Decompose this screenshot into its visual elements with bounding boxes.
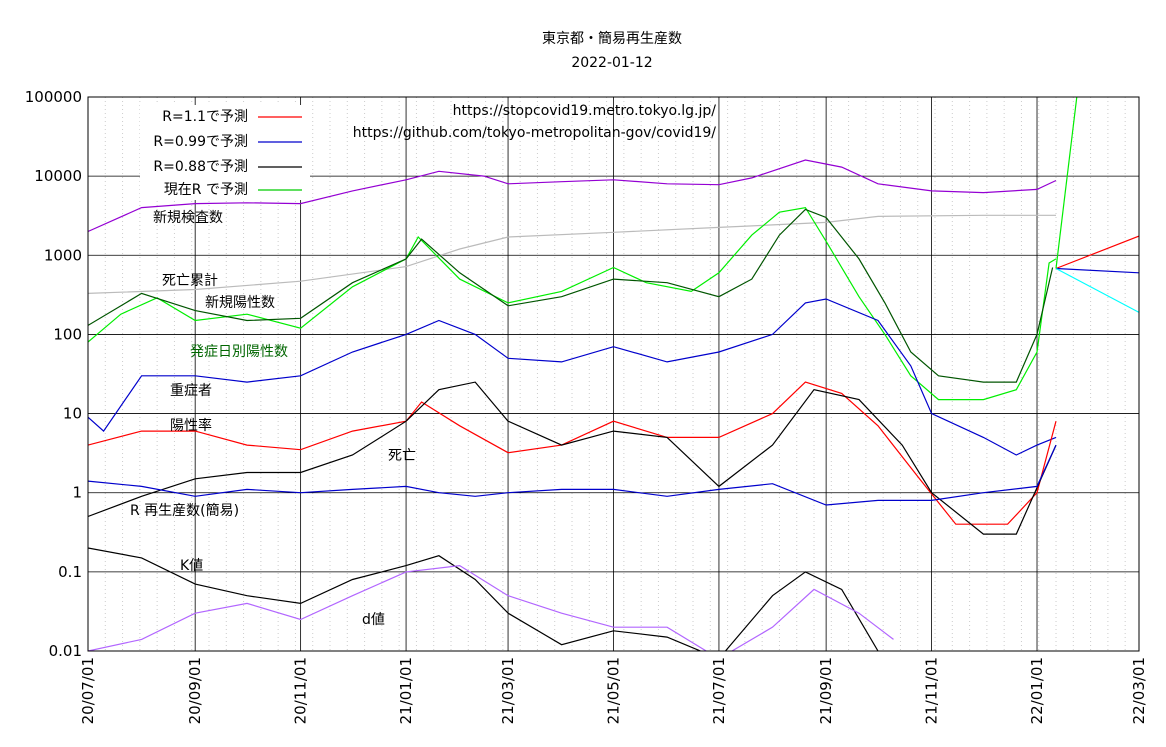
label-cum-deaths: 死亡累計 <box>162 273 218 289</box>
y-tick-label: 1 <box>72 484 82 502</box>
series-line-k <box>88 547 879 651</box>
label-tests: 新規検査数 <box>153 210 223 226</box>
series-annotations: 新規検査数 死亡累計 新規陽性数 発症日別陽性数 重症者 陽性率 死亡 R 再生… <box>130 210 416 628</box>
prediction-line-3 <box>1055 97 1078 269</box>
prediction-line-2 <box>1055 267 1139 313</box>
label-deaths: 死亡 <box>388 448 416 464</box>
y-tick-label: 1000 <box>44 246 82 264</box>
series-line-new_positive <box>88 206 1057 401</box>
x-tick-label: 22/03/01 <box>1130 657 1148 724</box>
label-new-positive: 新規陽性数 <box>205 295 275 311</box>
series-line-r <box>88 444 1057 506</box>
legend-background <box>140 105 310 200</box>
prediction-lines <box>1055 97 1139 313</box>
series-line-cum_deaths <box>88 214 1056 294</box>
chart-subtitle: 2022-01-12 <box>571 55 652 71</box>
x-tick-label: 22/01/01 <box>1028 657 1046 724</box>
x-tick-label: 21/03/01 <box>499 657 517 724</box>
x-tick-label: 21/09/01 <box>817 657 835 724</box>
label-r: R 再生産数(簡易) <box>130 503 239 519</box>
legend-label-r099: R=0.99で予測 <box>153 134 248 150</box>
series-line-deaths <box>88 381 1057 535</box>
label-positive-rate: 陽性率 <box>170 417 212 434</box>
source-url-1: https://stopcovid19.metro.tokyo.lg.jp/ <box>453 103 717 119</box>
x-tick-label: 20/09/01 <box>186 657 204 724</box>
series-lines <box>88 159 1057 651</box>
x-tick-label: 21/11/01 <box>923 657 941 724</box>
series-line-d <box>88 564 894 651</box>
source-urls: https://stopcovid19.metro.tokyo.lg.jp/ h… <box>353 103 717 141</box>
series-line-onset_positive <box>88 208 1054 383</box>
y-tick-label: 0.1 <box>58 563 82 581</box>
legend-label-r11: R=1.1で予測 <box>162 109 248 125</box>
x-tick-label: 21/07/01 <box>710 657 728 724</box>
series-line-tests <box>88 159 1057 233</box>
x-tick-label: 20/11/01 <box>292 657 310 724</box>
series-line-severe <box>88 298 1057 456</box>
y-tick-label: 0.01 <box>49 642 82 660</box>
x-tick-label: 20/07/01 <box>79 657 97 724</box>
x-axis-ticks: 20/07/01 20/09/01 20/11/01 21/01/01 21/03/01… <box>79 657 1148 724</box>
label-d: d値 <box>362 612 385 628</box>
prediction-line-0 <box>1055 235 1139 270</box>
chart-title: 東京都・簡易再生産数 <box>542 31 682 47</box>
legend-label-r088: R=0.88で予測 <box>153 159 248 175</box>
plot-frame <box>87 96 1140 652</box>
label-onset-positive: 発症日別陽性数 <box>190 344 288 360</box>
prediction-line-1 <box>1055 267 1139 274</box>
label-k: K値 <box>180 558 203 574</box>
y-tick-label: 100 <box>53 325 82 343</box>
x-tick-label: 21/05/01 <box>605 657 623 724</box>
x-tick-label: 21/01/01 <box>397 657 415 724</box>
label-severe: 重症者 <box>170 383 212 399</box>
series-line-positive_rate <box>88 381 1057 525</box>
source-url-2: https://github.com/tokyo-metropolitan-go… <box>353 125 717 141</box>
legend: R=1.1で予測 R=0.99で予測 R=0.88で予測 現在R で予測 <box>140 105 310 200</box>
y-tick-label: 10000 <box>34 167 82 185</box>
y-axis-ticks: 0.01 0.1 1 10 100 1000 10000 100000 <box>25 88 82 660</box>
y-tick-label: 10 <box>63 405 82 423</box>
y-tick-label: 100000 <box>25 88 82 106</box>
legend-label-current-r: 現在R で予測 <box>164 182 248 198</box>
